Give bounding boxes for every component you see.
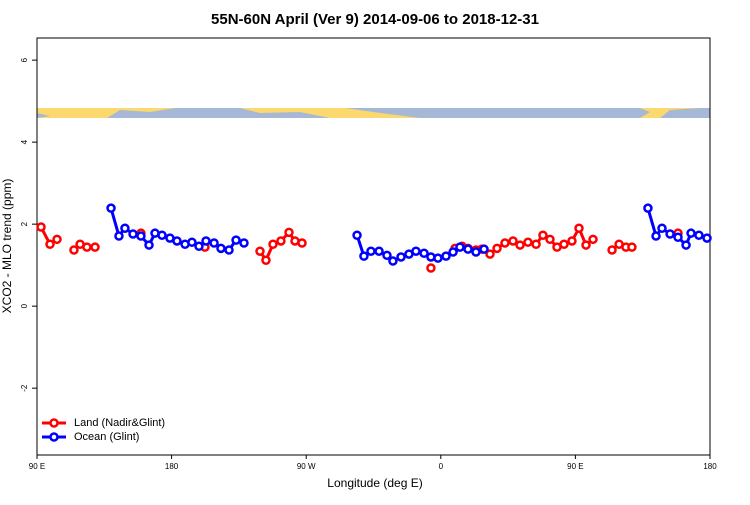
y-tick-label: 0 — [20, 303, 29, 308]
point — [665, 229, 675, 239]
x-tick-label: 180 — [165, 462, 179, 471]
y-tick-label: -2 — [20, 384, 29, 392]
point — [508, 236, 518, 246]
point — [485, 249, 495, 259]
point — [500, 238, 510, 248]
point — [396, 252, 406, 262]
x-tick-label: 90 W — [297, 462, 316, 471]
y-tick-label: 6 — [20, 57, 29, 62]
point — [374, 246, 384, 256]
point — [187, 237, 197, 247]
point — [455, 242, 465, 252]
point — [567, 236, 577, 246]
chart-title: 55N-60N April (Ver 9) 2014-09-06 to 2018… — [211, 11, 539, 28]
point — [673, 232, 683, 243]
point — [471, 247, 481, 257]
point — [172, 236, 182, 246]
point — [144, 240, 154, 250]
legend-marker — [49, 432, 59, 442]
y-tick-label: 4 — [20, 139, 29, 144]
point — [82, 242, 92, 252]
map-strip — [37, 108, 710, 118]
x-tick-label: 0 — [439, 462, 444, 471]
point — [581, 240, 591, 250]
point — [643, 203, 653, 213]
point — [426, 263, 436, 273]
point — [433, 253, 443, 263]
point — [607, 245, 617, 255]
point — [681, 240, 691, 250]
point — [216, 243, 226, 254]
point — [209, 238, 219, 248]
point — [531, 239, 541, 249]
plot-frame — [36, 37, 711, 456]
point — [157, 230, 167, 240]
point — [515, 240, 525, 250]
point — [359, 251, 369, 261]
point — [114, 231, 124, 241]
point — [588, 234, 598, 245]
point — [201, 236, 211, 246]
point — [694, 230, 704, 240]
point — [574, 223, 584, 234]
point — [448, 247, 458, 257]
point — [106, 203, 116, 213]
point — [559, 239, 569, 249]
point — [224, 245, 234, 255]
point — [128, 229, 138, 239]
point — [702, 233, 712, 243]
point — [255, 246, 265, 256]
point — [651, 231, 661, 241]
point — [686, 228, 696, 238]
legend-marker — [49, 418, 59, 428]
point — [366, 246, 376, 256]
point — [352, 230, 362, 240]
point — [538, 230, 548, 240]
point — [411, 246, 421, 256]
point — [627, 242, 637, 252]
point — [419, 248, 429, 259]
x-tick-label: 90 E — [567, 462, 583, 471]
point — [276, 236, 286, 246]
point — [463, 244, 473, 254]
y-axis-label: XCO2 - MLO trend (ppm) — [0, 179, 14, 314]
point — [120, 223, 130, 234]
point — [479, 244, 489, 254]
point — [382, 250, 392, 261]
point — [261, 255, 271, 265]
point — [284, 227, 294, 238]
point — [90, 242, 100, 252]
point — [45, 239, 55, 249]
point — [388, 256, 398, 266]
point — [657, 223, 667, 234]
x-tick-label: 90 E — [29, 462, 45, 471]
point — [297, 238, 307, 248]
point — [52, 234, 62, 245]
legend-label: Ocean (Glint) — [74, 431, 139, 443]
point — [441, 251, 451, 261]
point — [523, 237, 533, 247]
point — [136, 231, 146, 241]
point — [231, 235, 241, 245]
point — [239, 238, 249, 248]
point — [36, 222, 46, 232]
x-tick-label: 180 — [703, 462, 717, 471]
point — [69, 245, 79, 255]
legend-label: Land (Nadir&Glint) — [74, 417, 165, 429]
y-tick-label: 2 — [20, 221, 29, 226]
point — [194, 241, 204, 252]
x-axis-label: Longitude (deg E) — [327, 476, 422, 490]
point — [268, 239, 278, 249]
point — [545, 234, 555, 245]
point — [492, 243, 502, 254]
